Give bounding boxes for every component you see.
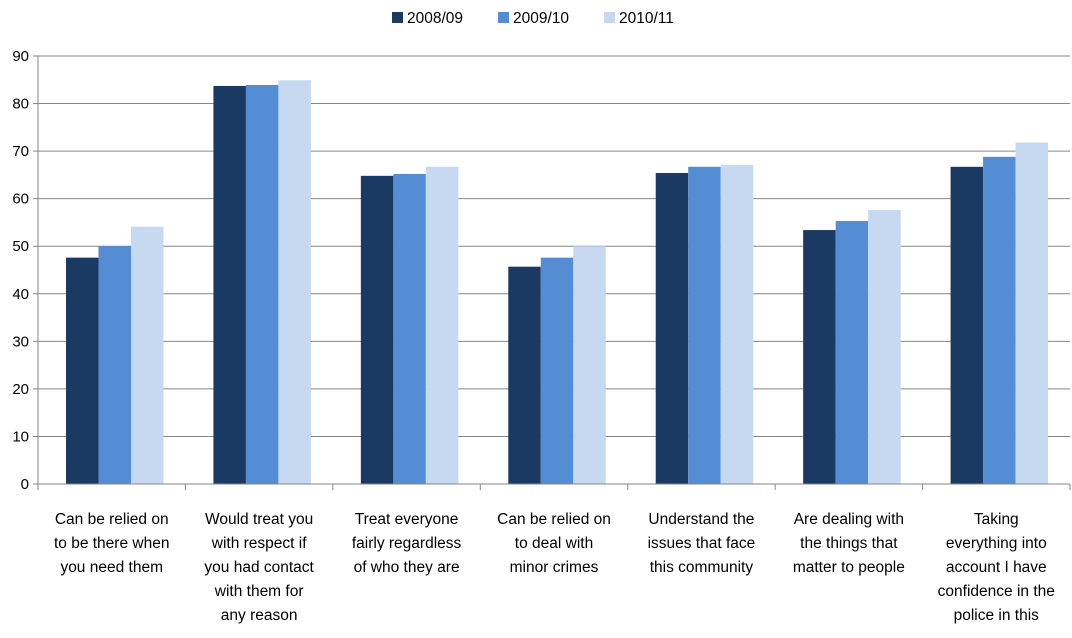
y-tick-label: 90 bbox=[12, 48, 29, 65]
bar-2008-09-cat6 bbox=[950, 166, 984, 484]
x-category-label-line: police in this bbox=[954, 607, 1040, 624]
bar-2008-09-cat0 bbox=[66, 257, 99, 484]
x-category-label-line: to deal with bbox=[515, 535, 593, 552]
legend-label: 2009/10 bbox=[513, 10, 569, 27]
bar-2010-11-cat5 bbox=[868, 210, 901, 484]
x-category-label-line: everything into bbox=[946, 535, 1047, 552]
x-category-label-line: issues that face bbox=[648, 535, 756, 552]
x-category-label-line: this community bbox=[650, 559, 754, 576]
bar-2010-11-cat4 bbox=[720, 164, 754, 484]
bar-2010-11-cat2 bbox=[425, 166, 459, 484]
legend: 2008/09 2009/10 2010/11 bbox=[392, 10, 674, 27]
legend-swatch bbox=[498, 12, 509, 23]
x-category-label-line: of who they are bbox=[354, 559, 460, 576]
bar-2010-11-cat0 bbox=[131, 226, 164, 485]
x-category-label: Are dealing with the things that matter to… bbox=[793, 511, 905, 576]
bar-2009-10-cat4 bbox=[688, 166, 721, 484]
legend-swatch bbox=[392, 12, 403, 23]
y-tick-label: 40 bbox=[12, 286, 29, 303]
x-category-label-line: with respect if bbox=[211, 535, 307, 552]
y-tick-label: 60 bbox=[12, 191, 29, 208]
bars bbox=[66, 80, 1049, 485]
x-category-label-line: any reason bbox=[221, 607, 298, 624]
x-category-label-line: Understand the bbox=[648, 511, 754, 528]
bar-2008-09-cat5 bbox=[803, 230, 836, 484]
x-category-label-line: Treat everyone bbox=[355, 511, 459, 528]
bar-2009-10-cat1 bbox=[245, 85, 279, 485]
x-category-label: Taking everything into account I have confi… bbox=[938, 511, 1055, 624]
bar-2008-09-cat2 bbox=[360, 175, 394, 484]
bar-2008-09-cat3 bbox=[508, 266, 541, 484]
x-category-label: Would treat you with respect if you had co… bbox=[204, 511, 314, 624]
bar-2009-10-cat5 bbox=[835, 221, 869, 485]
y-tick-label: 10 bbox=[12, 428, 29, 445]
y-axis: 0 10 20 30 40 50 60 70 80 90 bbox=[12, 48, 39, 493]
x-category-label-line: account I have bbox=[946, 559, 1047, 576]
bar-2010-11-cat1 bbox=[278, 80, 311, 485]
x-category-label-line: the things that bbox=[800, 535, 898, 552]
legend-label: 2008/09 bbox=[407, 10, 463, 27]
y-tick-label: 50 bbox=[12, 238, 29, 255]
x-category-label-line: Taking bbox=[974, 511, 1019, 528]
y-tick-label: 70 bbox=[12, 143, 29, 160]
x-category-label: Understand the issues that face this commu… bbox=[648, 511, 756, 576]
x-category-label-line: Can be relied on bbox=[497, 511, 611, 528]
x-category-label-line: confidence in the bbox=[938, 583, 1055, 600]
x-category-label: Can be relied on to deal with minor crimes bbox=[497, 511, 611, 576]
x-category-label-line: you had contact bbox=[204, 559, 314, 576]
x-category-label-line: to be there when bbox=[54, 535, 169, 552]
x-category-label: Can be relied on to be there when you need… bbox=[54, 511, 169, 576]
x-category-label-line: Would treat you bbox=[205, 511, 313, 528]
bar-2009-10-cat6 bbox=[983, 156, 1016, 484]
x-category-label-line: minor crimes bbox=[510, 559, 599, 576]
x-category-label-line: matter to people bbox=[793, 559, 905, 576]
legend-swatch bbox=[604, 12, 615, 23]
legend-label: 2010/11 bbox=[619, 10, 674, 27]
y-tick-label: 30 bbox=[12, 333, 29, 350]
bar-2010-11-cat6 bbox=[1015, 142, 1049, 484]
y-tick-label: 80 bbox=[12, 96, 29, 113]
gridlines bbox=[38, 55, 1070, 437]
bar-2009-10-cat3 bbox=[540, 257, 574, 484]
x-axis: Can be relied on to be there when you need… bbox=[37, 483, 1071, 624]
bar-2009-10-cat0 bbox=[98, 246, 131, 484]
y-tick-label: 0 bbox=[21, 476, 29, 493]
x-category-label-line: fairly regardless bbox=[352, 535, 462, 552]
y-tick-label: 20 bbox=[12, 381, 29, 398]
bar-2010-11-cat3 bbox=[573, 246, 606, 484]
bar-2009-10-cat2 bbox=[393, 173, 426, 484]
x-category-label: Treat everyone fairly regardless of who th… bbox=[352, 511, 462, 576]
bar-2008-09-cat4 bbox=[655, 172, 689, 484]
x-category-label-line: Can be relied on bbox=[55, 511, 169, 528]
x-category-label-line: with them for bbox=[214, 583, 304, 600]
bar-2008-09-cat1 bbox=[213, 85, 246, 485]
x-category-label-line: you need them bbox=[60, 559, 163, 576]
x-category-label-line: Are dealing with bbox=[794, 511, 904, 528]
